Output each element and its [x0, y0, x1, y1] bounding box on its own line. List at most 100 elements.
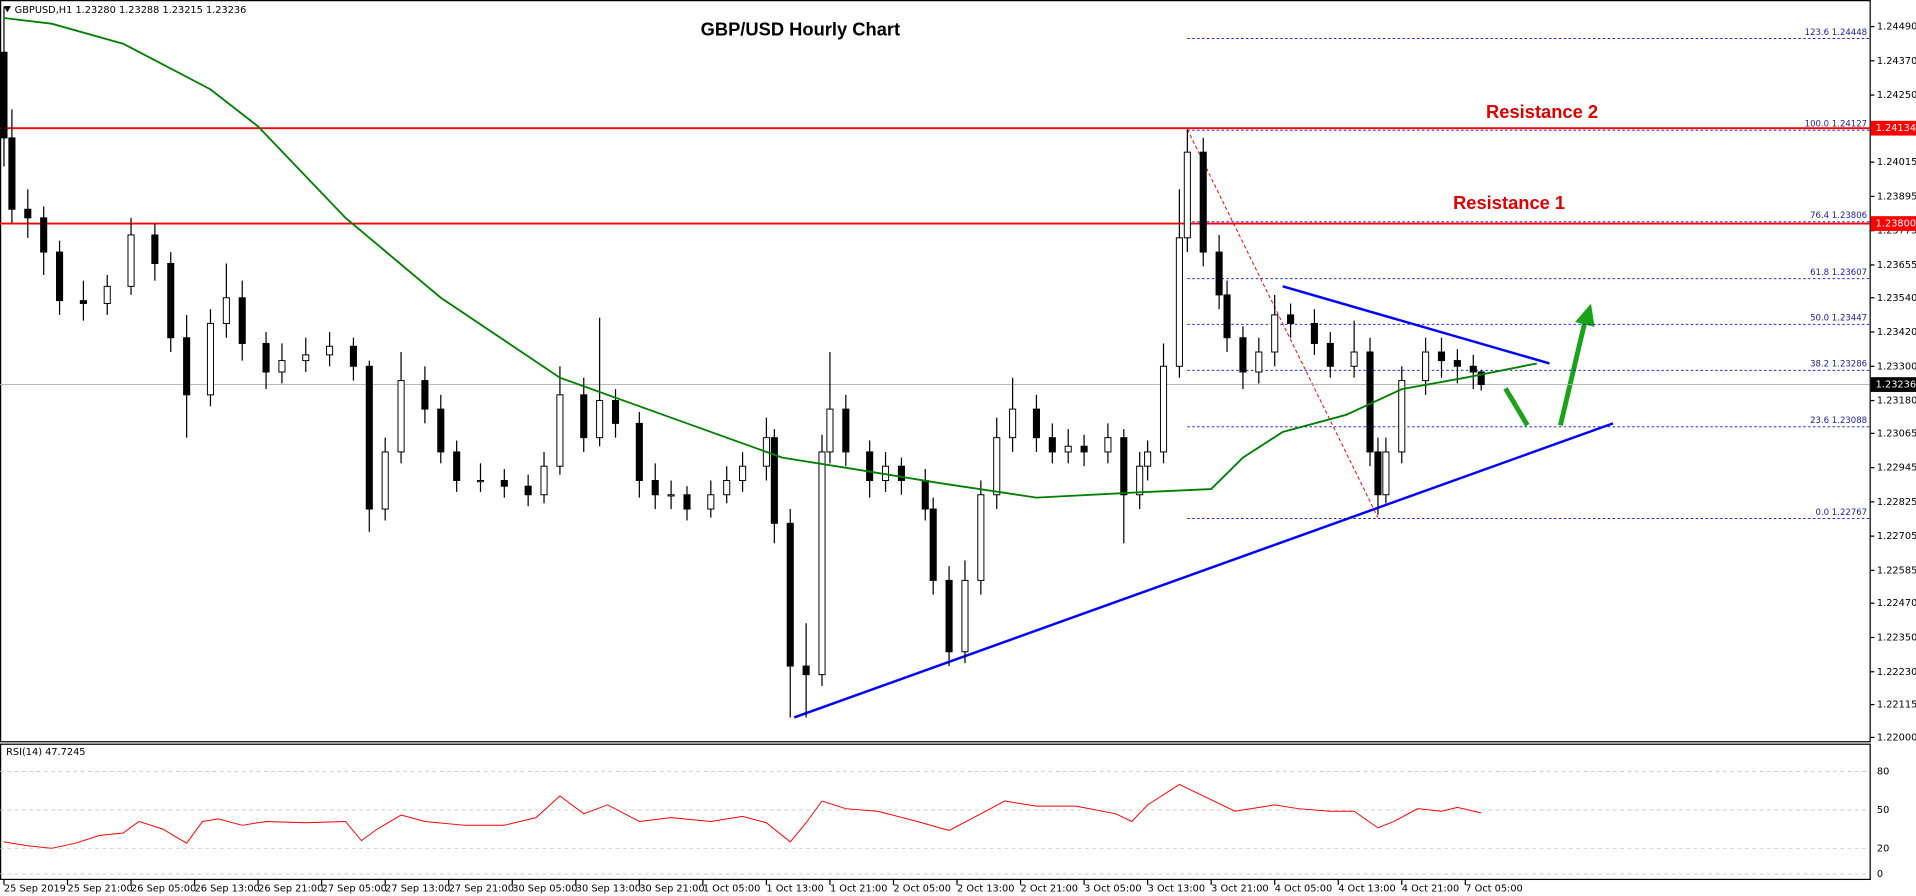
candle-body: [262, 342, 270, 373]
x-tick-label: 1 Oct 21:00: [830, 884, 887, 895]
candle-body: [56, 251, 64, 302]
x-tick-label: 27 Sep 13:00: [385, 884, 450, 895]
candle-body: [826, 408, 834, 453]
candle-body: [1477, 371, 1485, 386]
rsi-tick-label: 20: [1877, 843, 1889, 854]
candle-body: [802, 665, 810, 676]
candle-body: [929, 508, 937, 581]
candle-body: [683, 494, 691, 510]
candle-body: [1469, 365, 1477, 373]
x-tick-label: 26 Sep 05:00: [131, 884, 196, 895]
rsi-tick-label: 50: [1877, 805, 1889, 816]
y-tick-label: 1.24490: [1877, 22, 1916, 33]
symbol-menu-icon[interactable]: [3, 6, 11, 13]
y-tick-label: 1.22000: [1877, 732, 1916, 743]
candle-body: [127, 234, 135, 287]
candle-body: [206, 322, 215, 396]
fib-label: 0.0 1.22767: [1816, 508, 1868, 518]
x-tick-label: 3 Oct 05:00: [1084, 884, 1141, 895]
candle-body: [707, 494, 715, 510]
candle-body: [1437, 351, 1446, 362]
x-tick-label: 2 Oct 13:00: [957, 884, 1014, 895]
candle-body: [1080, 445, 1088, 453]
candle-body: [945, 579, 953, 653]
forecast-arrows: [1503, 303, 1595, 427]
candle-body: [580, 394, 588, 439]
symbol-header: GBPUSD,H1 1.23280 1.23288 1.23215 1.2323…: [15, 5, 247, 16]
price-tag-label: 1.23800: [1876, 219, 1916, 230]
arrow-up: [1558, 321, 1588, 426]
y-tick-label: 1.22230: [1877, 667, 1916, 678]
y-tick-label: 1.22705: [1877, 531, 1916, 542]
candle-body: [667, 494, 675, 497]
candle-body: [1223, 294, 1231, 339]
x-tick-label: 27 Sep 05:00: [322, 884, 387, 895]
x-tick-label: 3 Oct 21:00: [1211, 884, 1268, 895]
x-tick-label: 2 Oct 21:00: [1021, 884, 1078, 895]
candle-body: [1183, 151, 1191, 239]
candle-body: [1215, 251, 1223, 296]
candle-body: [1048, 437, 1056, 453]
current-price-tag: [1870, 377, 1916, 392]
candle-body: [421, 380, 429, 410]
candle-body: [183, 337, 191, 396]
fib-label: 76.4 1.23806: [1810, 211, 1867, 221]
candle-body: [1287, 314, 1295, 324]
trendline: [1282, 285, 1550, 365]
candle-body: [1175, 237, 1183, 367]
candle-body: [326, 345, 334, 356]
trendline: [793, 422, 1614, 719]
candle-body: [635, 422, 643, 481]
candle-body: [1120, 437, 1128, 496]
candle-body: [611, 400, 620, 424]
y-tick-label: 1.22825: [1877, 497, 1916, 508]
candle-body: [238, 297, 246, 344]
candle-body: [596, 400, 604, 439]
candle-body: [786, 522, 794, 667]
candle-body: [651, 479, 659, 496]
y-tick-label: 1.24250: [1877, 90, 1916, 101]
candle-body: [365, 365, 373, 510]
fib-line: [1186, 129, 1379, 518]
candle-body: [437, 408, 445, 453]
candle-body: [1350, 351, 1358, 367]
x-tick-label: 1 Oct 13:00: [766, 884, 823, 895]
candle-body: [1199, 151, 1207, 253]
y-tick-label: 1.23420: [1877, 327, 1916, 338]
price-panel-frame: [0, 0, 1871, 743]
candle-body: [556, 394, 564, 467]
price-tag: [1870, 216, 1916, 231]
candle-body: [397, 380, 405, 453]
candle-body: [1159, 365, 1168, 453]
candle-body: [993, 437, 1001, 496]
candle-body: [103, 285, 111, 304]
candle-body: [500, 479, 508, 487]
candle-body: [897, 465, 905, 481]
y-tick-label: 1.23300: [1877, 361, 1916, 372]
y-tick-label: 1.22585: [1877, 565, 1916, 576]
candle-body: [8, 137, 16, 210]
candle-body: [770, 437, 778, 524]
fib-label: 123.6 1.24448: [1805, 28, 1867, 38]
candle-body: [0, 51, 8, 139]
candle-body: [1271, 314, 1279, 353]
x-tick-label: 26 Sep 21:00: [258, 884, 323, 895]
candle-body: [453, 451, 461, 481]
x-tick-label: 4 Oct 13:00: [1338, 884, 1395, 895]
x-tick-label: 3 Oct 13:00: [1148, 884, 1205, 895]
x-tick-label: 30 Sep 05:00: [512, 884, 577, 895]
x-tick-label: 25 Sep 21:00: [68, 884, 133, 895]
candle-body: [1398, 380, 1406, 453]
x-tick-label: 30 Sep 21:00: [639, 884, 704, 895]
candle-body: [381, 451, 389, 510]
candle-body: [1453, 360, 1461, 367]
candle-body: [866, 451, 874, 481]
y-tick-label: 1.23775: [1877, 226, 1916, 237]
candle-body: [1104, 437, 1112, 453]
rsi-label: RSI(14) 47.7245: [6, 747, 85, 758]
candle-body: [476, 479, 485, 483]
rsi-tick-label: 0: [1877, 869, 1883, 880]
candle-body: [1064, 445, 1072, 453]
candle-body: [524, 485, 532, 496]
candle-body: [40, 217, 48, 253]
